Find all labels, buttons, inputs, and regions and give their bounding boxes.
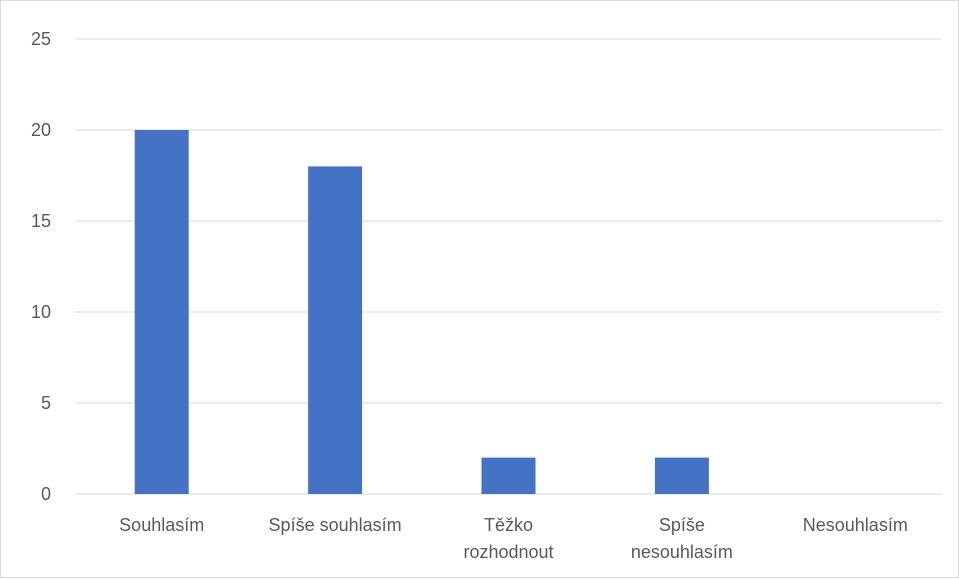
x-category-label-line: Nesouhlasím — [803, 515, 908, 535]
x-category-label: Těžko rozhodnout — [463, 515, 553, 562]
y-tick-label: 25 — [31, 29, 51, 49]
bar — [308, 166, 363, 494]
y-tick-label: 20 — [31, 120, 51, 140]
x-category-label-line: rozhodnout — [463, 542, 553, 562]
y-tick-label: 5 — [41, 393, 51, 413]
bar — [481, 457, 536, 494]
y-tick-label: 0 — [41, 484, 51, 504]
gridlines — [75, 38, 942, 495]
x-category-label-line: Těžko — [484, 515, 533, 535]
x-axis-labels: Souhlasím Spíše souhlasím Těžko rozhodnout S… — [119, 515, 908, 562]
bars — [134, 130, 709, 494]
y-axis-ticks: 0 5 10 15 20 25 — [31, 29, 51, 504]
y-tick-label: 15 — [31, 211, 51, 231]
bar — [134, 130, 189, 494]
x-category-label-line: nesouhlasím — [631, 542, 733, 562]
x-category-label: Souhlasím — [119, 515, 204, 535]
x-category-label-line: Spíše — [659, 515, 705, 535]
x-category-label: Spíše souhlasím — [269, 515, 402, 535]
x-category-label-line: Souhlasím — [119, 515, 204, 535]
bar — [654, 457, 709, 494]
x-category-label: Nesouhlasím — [803, 515, 908, 535]
y-tick-label: 10 — [31, 302, 51, 322]
x-category-label: Spíše nesouhlasím — [631, 515, 733, 562]
x-category-label-line: Spíše souhlasím — [269, 515, 402, 535]
